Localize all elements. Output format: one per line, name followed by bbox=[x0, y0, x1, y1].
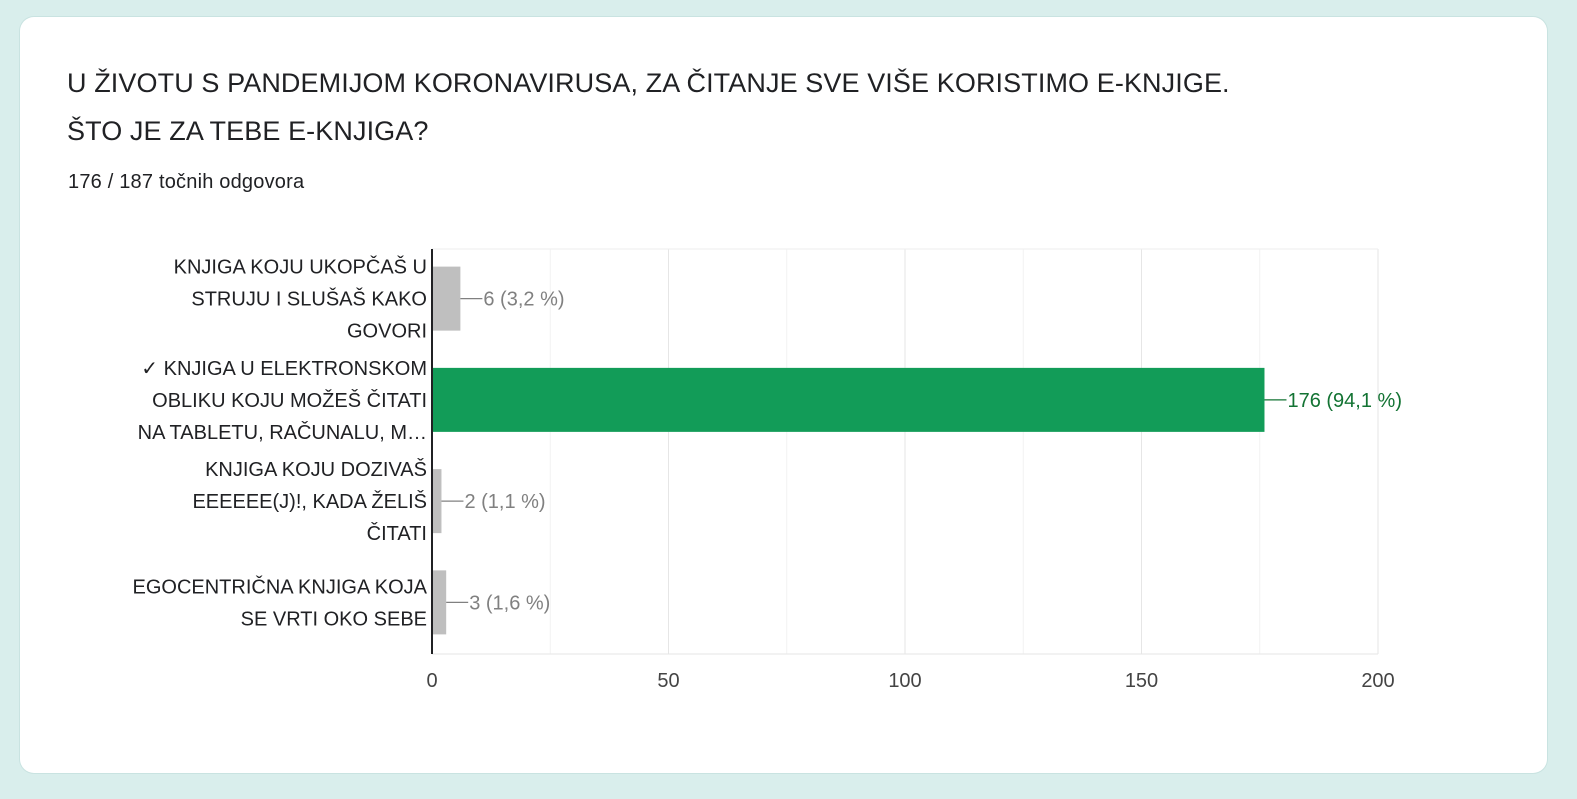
bar-value-label-3: 3 (1,6 %) bbox=[469, 592, 550, 614]
x-tick-label: 200 bbox=[1361, 670, 1394, 692]
bar-value-label-0: 6 (3,2 %) bbox=[483, 289, 564, 311]
category-label-3: EGOCENTRIČNA KNJIGA KOJA SE VRTI OKO SEBE bbox=[132, 575, 427, 630]
category-label-line: EEEEEE(J)!, KADA ŽELIŠ bbox=[192, 490, 427, 513]
chart-category-labels: KNJIGA KOJU UKOPČAŠ U STRUJU I SLUŠAŠ KAK… bbox=[132, 256, 427, 631]
question-title-line-1: U ŽIVOTU S PANDEMIJOM KORONAVIRUSA, ZA Č… bbox=[67, 68, 1230, 98]
category-label-line: EGOCENTRIČNA KNJIGA KOJA bbox=[132, 575, 427, 598]
bar-value-label-1: 176 (94,1 %) bbox=[1287, 390, 1402, 412]
question-title: U ŽIVOTU S PANDEMIJOM KORONAVIRUSA, ZA Č… bbox=[67, 59, 1467, 155]
category-label-line: KNJIGA KOJU DOZIVAŠ bbox=[205, 458, 427, 481]
bar-3 bbox=[433, 570, 447, 635]
correct-answers-count: 176 / 187 točnih odgovora bbox=[68, 171, 305, 193]
bar-0 bbox=[433, 266, 461, 331]
question-title-line-2: ŠTO JE ZA TEBE E-KNJIGA? bbox=[67, 116, 429, 146]
category-label-line: KNJIGA KOJU UKOPČAŠ U bbox=[174, 256, 427, 279]
category-label-2: KNJIGA KOJU DOZIVAŠ EEEEEE(J)!, KADA ŽELI… bbox=[192, 458, 427, 545]
x-tick-label: 100 bbox=[888, 670, 921, 692]
x-tick-label: 150 bbox=[1125, 670, 1158, 692]
category-label-1: ✓ KNJIGA U ELEKTRONSKOM OBLIKU KOJU MOŽEŠ… bbox=[138, 358, 427, 444]
bar-value-label-2: 2 (1,1 %) bbox=[464, 491, 545, 513]
chart-x-tick-labels: 0 50 100 150 200 bbox=[426, 670, 1394, 692]
x-tick-label: 50 bbox=[657, 670, 679, 692]
category-label-line: OBLIKU KOJU MOŽEŠ ČITATI bbox=[152, 389, 427, 412]
category-label-line: GOVORI bbox=[347, 321, 427, 343]
category-label-line: ČITATI bbox=[367, 522, 427, 545]
category-label-line: STRUJU I SLUŠAŠ KAKO bbox=[191, 288, 427, 311]
bar-2 bbox=[433, 469, 442, 534]
category-label-line: ✓ KNJIGA U ELEKTRONSKOM bbox=[141, 358, 427, 380]
bar-1 bbox=[433, 367, 1265, 432]
chart-gridlines bbox=[432, 248, 1379, 655]
category-label-line: NA TABLETU, RAČUNALU, M… bbox=[138, 421, 427, 444]
chart-bars: 6 (3,2 %) 176 (94,1 %) 2 (1,1 %) 3 (1,6 %) bbox=[433, 266, 1402, 635]
x-tick-label: 0 bbox=[426, 670, 437, 692]
category-label-line: SE VRTI OKO SEBE bbox=[241, 608, 427, 630]
category-label-0: KNJIGA KOJU UKOPČAŠ U STRUJU I SLUŠAŠ KAK… bbox=[174, 256, 427, 343]
